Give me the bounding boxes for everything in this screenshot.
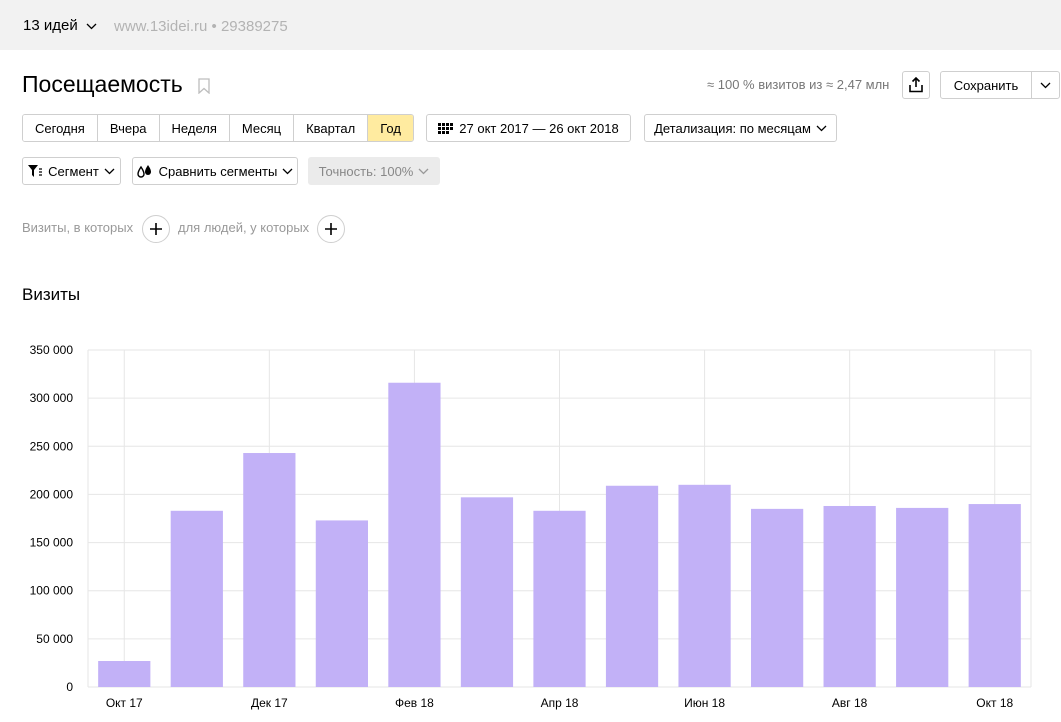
chevron-down-icon (282, 168, 293, 174)
y-tick-label: 200 000 (30, 487, 74, 501)
period-week[interactable]: Неделя (159, 115, 230, 141)
segment-label: Сегмент (48, 163, 99, 179)
counter-switch[interactable]: 13 идей (23, 17, 97, 34)
accuracy-label: Точность: 100% (318, 163, 414, 179)
sample-info: ≈ 100 % визитов из ≈ 2,47 млн (707, 77, 890, 92)
y-tick-label: 300 000 (30, 391, 74, 405)
date-range-label: 27 окт 2017 — 26 окт 2018 (459, 120, 619, 136)
chart-title: Визиты (22, 285, 81, 304)
bar-2 (170, 510, 223, 687)
bar-4 (315, 520, 368, 687)
y-tick-label: 100 000 (30, 584, 74, 598)
y-tick-label: 250 000 (30, 439, 74, 453)
calendar-icon (438, 122, 454, 134)
bar-10 (751, 508, 804, 687)
add-visit-condition-button[interactable] (142, 215, 170, 243)
x-tick-label: Июн 18 (684, 696, 725, 710)
x-tick-label: Фев 18 (395, 696, 434, 710)
bar-7 (533, 510, 586, 687)
x-tick-label: Окт 18 (976, 696, 1013, 710)
segment-button[interactable]: Сегмент (22, 157, 121, 185)
x-tick-label: Окт 17 (106, 696, 143, 710)
x-tick-label: Авг 18 (832, 696, 868, 710)
counter-name: 13 идей (23, 17, 78, 34)
period-today[interactable]: Сегодня (23, 115, 98, 141)
bar-12 (896, 507, 949, 687)
period-month[interactable]: Месяц (229, 115, 295, 141)
period-selector: Сегодня Вчера Неделя Месяц Квартал Год (22, 114, 414, 142)
save-button[interactable]: Сохранить (940, 71, 1032, 99)
compare-segments-label: Сравнить сегменты (158, 163, 278, 179)
y-tick-label: 50 000 (36, 632, 73, 646)
export-button[interactable] (902, 71, 930, 99)
bar-3 (243, 453, 296, 687)
y-tick-label: 150 000 (30, 536, 74, 550)
bookmark-icon[interactable] (198, 78, 210, 94)
bar-9 (678, 484, 731, 687)
chevron-down-icon (816, 125, 827, 131)
export-icon (909, 77, 923, 93)
detail-label: Детализация: по месяцам (654, 120, 811, 136)
chevron-down-icon (86, 23, 97, 29)
bar-1 (98, 661, 151, 687)
drops-icon (136, 164, 151, 178)
bar-6 (460, 497, 514, 687)
bar-5 (388, 382, 441, 687)
chevron-down-icon (1040, 82, 1051, 88)
people-condition-label: для людей, у которых (178, 220, 310, 235)
period-yesterday[interactable]: Вчера (97, 115, 160, 141)
bar-13 (968, 504, 1021, 687)
site-info: www.13idei.ru • 29389275 (114, 18, 288, 35)
bar-8 (605, 485, 659, 687)
period-quarter[interactable]: Квартал (294, 115, 369, 141)
filter-icon (28, 165, 43, 177)
visits-condition-label: Визиты, в которых (22, 220, 134, 235)
visits-bar-chart: 0 50 000 100 000 150 000 200 000 250 000 300 0… (30, 343, 1032, 710)
detail-dropdown[interactable]: Детализация: по месяцам (644, 114, 837, 142)
chevron-down-icon (104, 168, 115, 174)
plus-icon (325, 223, 337, 235)
plus-icon (150, 223, 162, 235)
x-tick-label: Апр 18 (541, 696, 579, 710)
y-tick-label: 350 000 (30, 343, 74, 357)
compare-segments-button[interactable]: Сравнить сегменты (132, 157, 298, 185)
period-year[interactable]: Год (368, 115, 413, 141)
accuracy-dropdown[interactable]: Точность: 100% (308, 157, 440, 185)
add-people-condition-button[interactable] (317, 215, 345, 243)
save-menu-button[interactable] (1031, 71, 1060, 99)
top-bar: 13 идей www.13idei.ru • 29389275 (0, 0, 1061, 50)
bar-11 (823, 505, 876, 687)
y-tick-label: 0 (66, 680, 73, 694)
date-range-button[interactable]: 27 окт 2017 — 26 окт 2018 (426, 114, 631, 142)
x-tick-label: Дек 17 (251, 696, 288, 710)
page-title: Посещаемость (22, 71, 183, 97)
chevron-down-icon (418, 168, 429, 174)
